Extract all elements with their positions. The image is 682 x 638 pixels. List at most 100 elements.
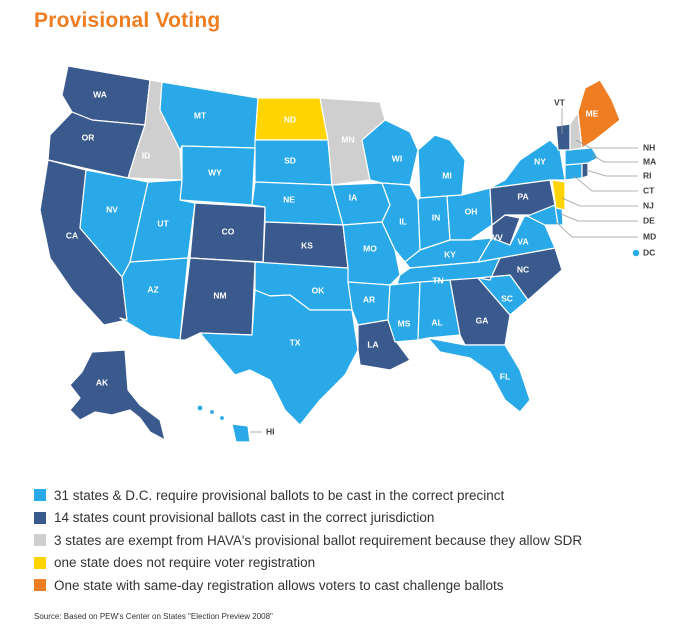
legend-label: one state does not require voter registr… [54, 555, 316, 571]
label-MI: MI [442, 170, 451, 180]
callout-MD: MD [643, 231, 656, 241]
label-PA: PA [517, 191, 528, 201]
legend-swatch [34, 556, 46, 569]
legend-swatch [34, 534, 46, 547]
legend-item: 3 states are exempt from HAVA's provisio… [34, 529, 582, 552]
legend-label: 31 states & D.C. require provisional bal… [54, 487, 505, 503]
callout-RI: RI [643, 170, 652, 180]
callout-DC: DC [643, 247, 655, 257]
label-WI: WI [392, 153, 402, 163]
label-NC: NC [517, 264, 529, 274]
label-IL: IL [399, 216, 407, 226]
label-FL: FL [500, 371, 510, 381]
state-AL[interactable] [417, 279, 461, 341]
callout-line-NJ [561, 197, 638, 207]
legend-label: 3 states are exempt from HAVA's provisio… [54, 532, 583, 548]
label-MS: MS [398, 318, 411, 328]
legend-label: 14 states count provisional ballots cast… [54, 510, 435, 526]
label-CA: CA [66, 230, 78, 240]
label-MN: MN [341, 134, 354, 144]
label-AZ: AZ [147, 284, 158, 294]
callouts: VT NH MA RI CT NJ DE MD DC HI [250, 97, 656, 436]
callout-CT: CT [643, 185, 655, 195]
legend-label: One state with same-day registration all… [54, 577, 504, 593]
label-KS: KS [301, 240, 313, 250]
label-SD: SD [284, 155, 296, 165]
label-MT: MT [194, 110, 207, 120]
label-WA: WA [93, 89, 107, 99]
label-IA: IA [349, 192, 358, 202]
state-HI-island-2 [208, 408, 216, 416]
state-labels: WA OR CA ID NV MT WY UT AZ CO NM ND SD N… [66, 89, 599, 387]
us-map-svg: WA OR CA ID NV MT WY UT AZ CO NM ND SD N… [39, 65, 656, 443]
state-MS[interactable] [387, 281, 421, 343]
state-VT[interactable] [555, 123, 571, 151]
state-FL[interactable] [427, 337, 531, 413]
label-TX: TX [290, 337, 301, 347]
state-DC[interactable] [632, 249, 640, 257]
label-AR: AR [363, 294, 375, 304]
label-GA: GA [476, 315, 489, 325]
state-NJ[interactable] [551, 179, 566, 211]
state-CT[interactable] [564, 162, 583, 181]
label-AK: AK [96, 377, 109, 387]
state-ME[interactable] [577, 79, 621, 149]
label-VA: VA [517, 236, 528, 246]
callout-NJ: NJ [643, 200, 654, 210]
state-NE[interactable] [251, 181, 344, 226]
label-OR: OR [82, 132, 95, 142]
callout-line-RI [585, 169, 638, 177]
state-WI[interactable] [361, 119, 419, 186]
state-WY[interactable] [179, 145, 256, 206]
map-title: Provisional Voting [34, 9, 221, 32]
label-IN: IN [432, 212, 441, 222]
callout-DE: DE [643, 215, 655, 225]
state-HI-island-3 [218, 414, 226, 422]
state-MA[interactable] [564, 147, 599, 166]
label-WV: WV [489, 232, 503, 242]
label-KY: KY [444, 249, 456, 259]
label-NM: NM [213, 290, 226, 300]
state-AZ[interactable] [119, 257, 189, 341]
callout-line-CT [573, 175, 638, 192]
legend-item: 14 states count provisional ballots cast… [34, 507, 582, 530]
label-NE: NE [283, 194, 295, 204]
label-NV: NV [106, 204, 118, 214]
us-map: WA OR CA ID NV MT WY UT AZ CO NM ND SD N… [39, 65, 656, 443]
legend: 31 states & D.C. require provisional bal… [34, 484, 582, 597]
legend-swatch [34, 579, 46, 592]
callout-MA: MA [643, 156, 656, 166]
state-HI-island-1 [196, 404, 204, 412]
legend-item: one state does not require voter registr… [34, 552, 582, 575]
callout-line-NH [575, 139, 638, 149]
label-TN: TN [432, 275, 443, 285]
callout-HI: HI [266, 426, 275, 436]
state-MT[interactable] [159, 81, 259, 151]
label-OH: OH [465, 206, 478, 216]
label-SC: SC [501, 293, 513, 303]
state-TX[interactable] [199, 289, 359, 426]
legend-swatch [34, 511, 46, 524]
state-IA[interactable] [331, 182, 391, 226]
state-HI[interactable] [231, 423, 251, 443]
label-UT: UT [157, 218, 169, 228]
state-MI[interactable] [417, 134, 466, 199]
legend-swatch [34, 489, 46, 502]
label-AL: AL [431, 317, 442, 327]
state-NY[interactable] [489, 139, 566, 189]
legend-item: 31 states & D.C. require provisional bal… [34, 484, 582, 507]
callout-line-DE [560, 213, 638, 222]
callout-VT: VT [554, 97, 566, 107]
legend-item: One state with same-day registration all… [34, 574, 582, 597]
label-ND: ND [284, 114, 296, 124]
callout-NH: NH [643, 142, 655, 152]
label-ID: ID [142, 150, 151, 160]
label-OK: OK [312, 285, 326, 295]
label-LA: LA [367, 339, 378, 349]
callout-line-MA [591, 154, 638, 163]
label-MO: MO [363, 243, 377, 253]
label-CO: CO [222, 226, 235, 236]
label-NY: NY [534, 156, 546, 166]
state-AK[interactable] [69, 349, 166, 441]
source-note: Source: Based on PEW's Center on States … [34, 612, 273, 621]
